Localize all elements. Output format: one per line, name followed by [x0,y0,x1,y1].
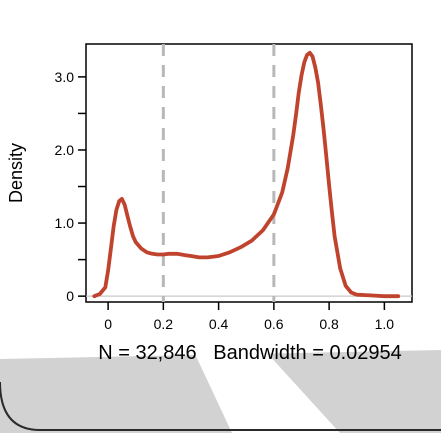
x-tick-label-5: 1.0 [375,316,395,332]
density-curve-0 [92,50,401,299]
y-tick-label-4: 2.0 [55,142,75,158]
y-tick-label-2: 1.0 [55,215,75,231]
y-axis: 0 1.0 2.0 3.0 [55,69,86,304]
background-band [0,350,441,433]
reference-lines [161,44,276,302]
x-tick-label-4: 0.8 [319,316,339,332]
x-axis: 0 0.2 0.4 0.6 0.8 1.0 [104,302,394,332]
y-tick-label-0: 0 [66,288,74,304]
footer-stats: N = 32,846 Bandwidth = 0.02954 [98,342,402,364]
x-tick-label-3: 0.6 [264,316,284,332]
x-tick-label-1: 0.2 [154,316,174,332]
y-tick-label-6: 3.0 [55,69,75,85]
x-tick-label-2: 0.4 [209,316,229,332]
density-curve-group [92,50,401,299]
y-axis-label: Density [6,143,26,203]
plot-frame [85,43,413,303]
x-tick-label-0: 0 [104,316,112,332]
